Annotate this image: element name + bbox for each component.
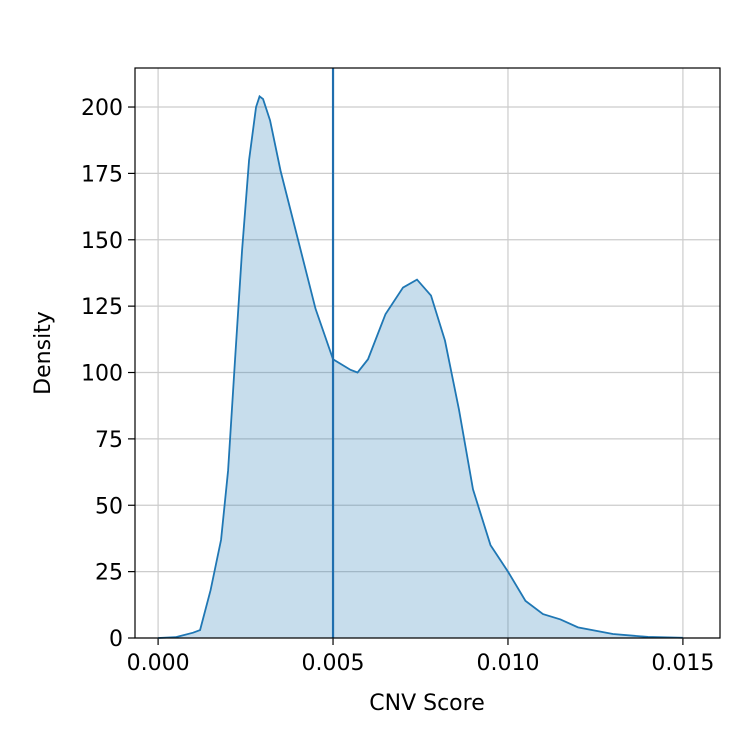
density-line [158, 94, 683, 639]
x-tick-label: 0.015 [651, 651, 714, 676]
x-tick-label: 0.010 [476, 651, 539, 676]
x-tick-label: 0.000 [127, 651, 190, 676]
y-tick-label: 125 [81, 295, 123, 320]
y-tick-label: 200 [81, 96, 123, 121]
y-tick-label: 0 [109, 627, 123, 652]
y-axis-label: Density [31, 311, 56, 395]
plot-frame [134, 67, 721, 639]
density-area [158, 96, 683, 638]
y-tick-label: 150 [81, 229, 123, 254]
y-tick-label: 25 [95, 561, 123, 586]
x-tick-label: 0.005 [302, 651, 365, 676]
y-tick-label: 175 [81, 162, 123, 187]
y-tick-label: 100 [81, 362, 123, 387]
y-tick-label: 50 [95, 494, 123, 519]
y-tick-label: 75 [95, 428, 123, 453]
x-axis-label: CNV Score [369, 691, 484, 716]
